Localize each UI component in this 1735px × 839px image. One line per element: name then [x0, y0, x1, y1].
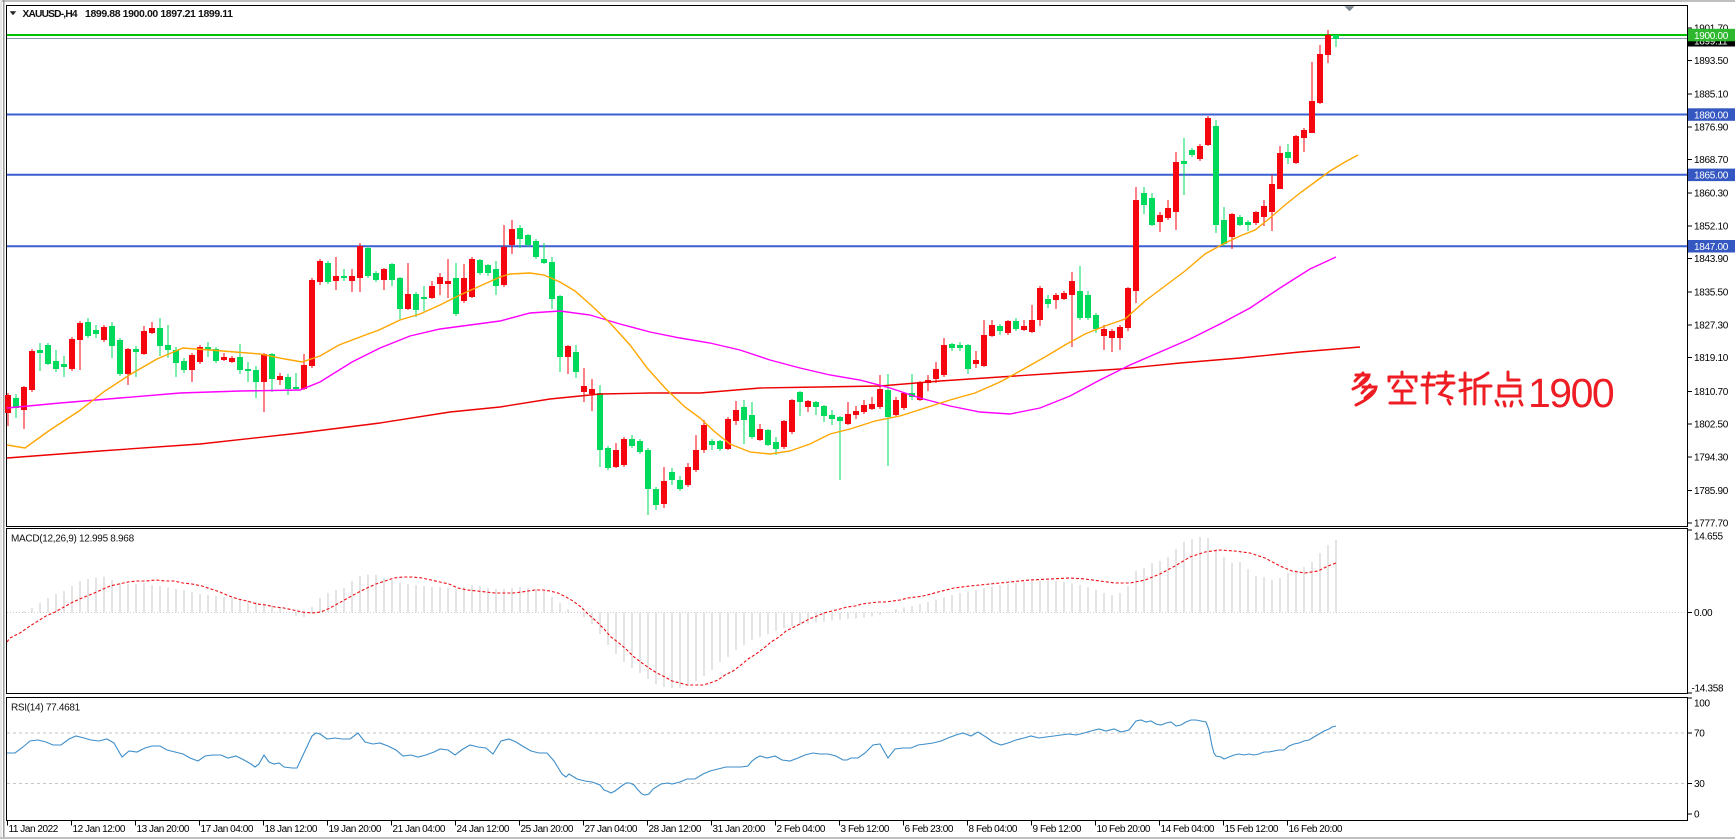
- svg-text:24 Jan 12:00: 24 Jan 12:00: [457, 824, 510, 835]
- svg-text:1899.88 1900.00 1897.21 1899.1: 1899.88 1900.00 1897.21 1899.11: [85, 8, 233, 20]
- svg-text:1893.50: 1893.50: [1694, 56, 1729, 67]
- svg-text:1860.30: 1860.30: [1694, 189, 1729, 200]
- svg-text:1843.90: 1843.90: [1694, 254, 1729, 265]
- svg-text:1802.50: 1802.50: [1694, 420, 1729, 431]
- svg-text:2 Feb 04:00: 2 Feb 04:00: [777, 824, 826, 835]
- svg-text:1777.70: 1777.70: [1694, 519, 1729, 530]
- svg-text:0: 0: [1694, 810, 1700, 821]
- svg-text:11 Jan 2022: 11 Jan 2022: [9, 824, 59, 835]
- svg-text:25 Jan 20:00: 25 Jan 20:00: [521, 824, 574, 835]
- svg-text:28 Jan 12:00: 28 Jan 12:00: [649, 824, 702, 835]
- svg-text:8 Feb 04:00: 8 Feb 04:00: [969, 824, 1018, 835]
- svg-text:12 Jan 12:00: 12 Jan 12:00: [73, 824, 126, 835]
- svg-text:1827.30: 1827.30: [1694, 321, 1729, 332]
- svg-text:1880.00: 1880.00: [1694, 110, 1729, 121]
- svg-text:1847.00: 1847.00: [1694, 242, 1729, 253]
- svg-text:14 Feb 04:00: 14 Feb 04:00: [1161, 824, 1215, 835]
- svg-text:1885.10: 1885.10: [1694, 90, 1729, 101]
- svg-text:14.655: 14.655: [1694, 532, 1724, 543]
- svg-text:1900: 1900: [1528, 370, 1614, 416]
- svg-text:16 Feb 20:00: 16 Feb 20:00: [1289, 824, 1343, 835]
- svg-text:1899.11: 1899.11: [1694, 37, 1728, 48]
- svg-text:1835.50: 1835.50: [1694, 288, 1729, 299]
- svg-text:18 Jan 12:00: 18 Jan 12:00: [265, 824, 318, 835]
- svg-text:15 Feb 12:00: 15 Feb 12:00: [1225, 824, 1279, 835]
- svg-text:XAUUSD-,H4: XAUUSD-,H4: [23, 9, 78, 20]
- svg-text:27 Jan 04:00: 27 Jan 04:00: [585, 824, 638, 835]
- svg-text:17 Jan 04:00: 17 Jan 04:00: [201, 824, 254, 835]
- svg-text:1900.00: 1900.00: [1694, 31, 1729, 42]
- svg-text:RSI(14) 77.4681: RSI(14) 77.4681: [11, 703, 81, 714]
- svg-text:70: 70: [1694, 729, 1705, 740]
- svg-text:21 Jan 04:00: 21 Jan 04:00: [393, 824, 446, 835]
- svg-text:0.00: 0.00: [1694, 608, 1713, 619]
- svg-text:1865.00: 1865.00: [1694, 171, 1729, 182]
- svg-text:31 Jan 20:00: 31 Jan 20:00: [713, 824, 766, 835]
- svg-text:6 Feb 23:00: 6 Feb 23:00: [905, 824, 954, 835]
- svg-text:1852.10: 1852.10: [1694, 221, 1729, 232]
- svg-text:3 Feb 12:00: 3 Feb 12:00: [841, 824, 890, 835]
- svg-text:1810.70: 1810.70: [1694, 387, 1729, 398]
- svg-text:10 Feb 20:00: 10 Feb 20:00: [1097, 824, 1151, 835]
- svg-text:1794.30: 1794.30: [1694, 452, 1729, 463]
- svg-text:9 Feb 12:00: 9 Feb 12:00: [1033, 824, 1082, 835]
- svg-text:30: 30: [1694, 779, 1705, 790]
- svg-text:-14.358: -14.358: [1692, 684, 1725, 695]
- svg-text:19 Jan 20:00: 19 Jan 20:00: [329, 824, 382, 835]
- svg-text:1785.90: 1785.90: [1694, 486, 1729, 497]
- svg-text:1819.10: 1819.10: [1694, 353, 1729, 364]
- svg-text:1868.70: 1868.70: [1694, 155, 1729, 166]
- svg-text:1876.90: 1876.90: [1694, 122, 1729, 133]
- svg-text:100: 100: [1694, 699, 1711, 710]
- svg-text:MACD(12,26,9) 12.995 8.968: MACD(12,26,9) 12.995 8.968: [11, 534, 135, 545]
- svg-text:13 Jan 20:00: 13 Jan 20:00: [137, 824, 190, 835]
